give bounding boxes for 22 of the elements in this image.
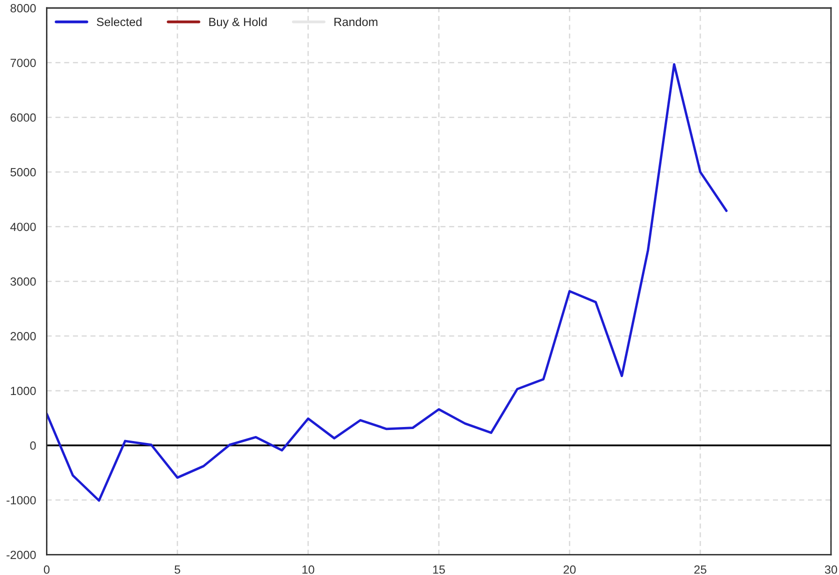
- x-tick-label: 15: [433, 566, 445, 574]
- x-tick-label: 5: [174, 566, 180, 574]
- legend-label: Random: [334, 17, 378, 26]
- x-tick-label: 10: [302, 565, 314, 574]
- y-tick-label: 6000: [10, 113, 36, 122]
- line-series: [46, 63, 728, 502]
- y-tick-label: -1000: [6, 496, 36, 504]
- y-tick-label: -2000: [6, 550, 36, 560]
- y-tick-label: 8000: [10, 4, 36, 12]
- y-tick-label: 4000: [10, 222, 36, 232]
- y-tick-label: 3000: [10, 277, 36, 286]
- y-tick-label: 2000: [10, 332, 36, 340]
- x-tick-label: 30: [824, 565, 838, 574]
- y-tick-label: 0: [30, 441, 36, 450]
- x-tick-label: 0: [44, 565, 50, 574]
- y-tick-label: 7000: [10, 58, 36, 68]
- x-tick-label: 25: [694, 565, 706, 574]
- x-tick-label: 20: [564, 565, 576, 574]
- legend-label: Buy & Hold: [209, 17, 267, 28]
- y-tick-label: 5000: [10, 168, 36, 176]
- legend-label: Selected: [96, 17, 142, 26]
- y-tick-label: 1000: [10, 386, 36, 396]
